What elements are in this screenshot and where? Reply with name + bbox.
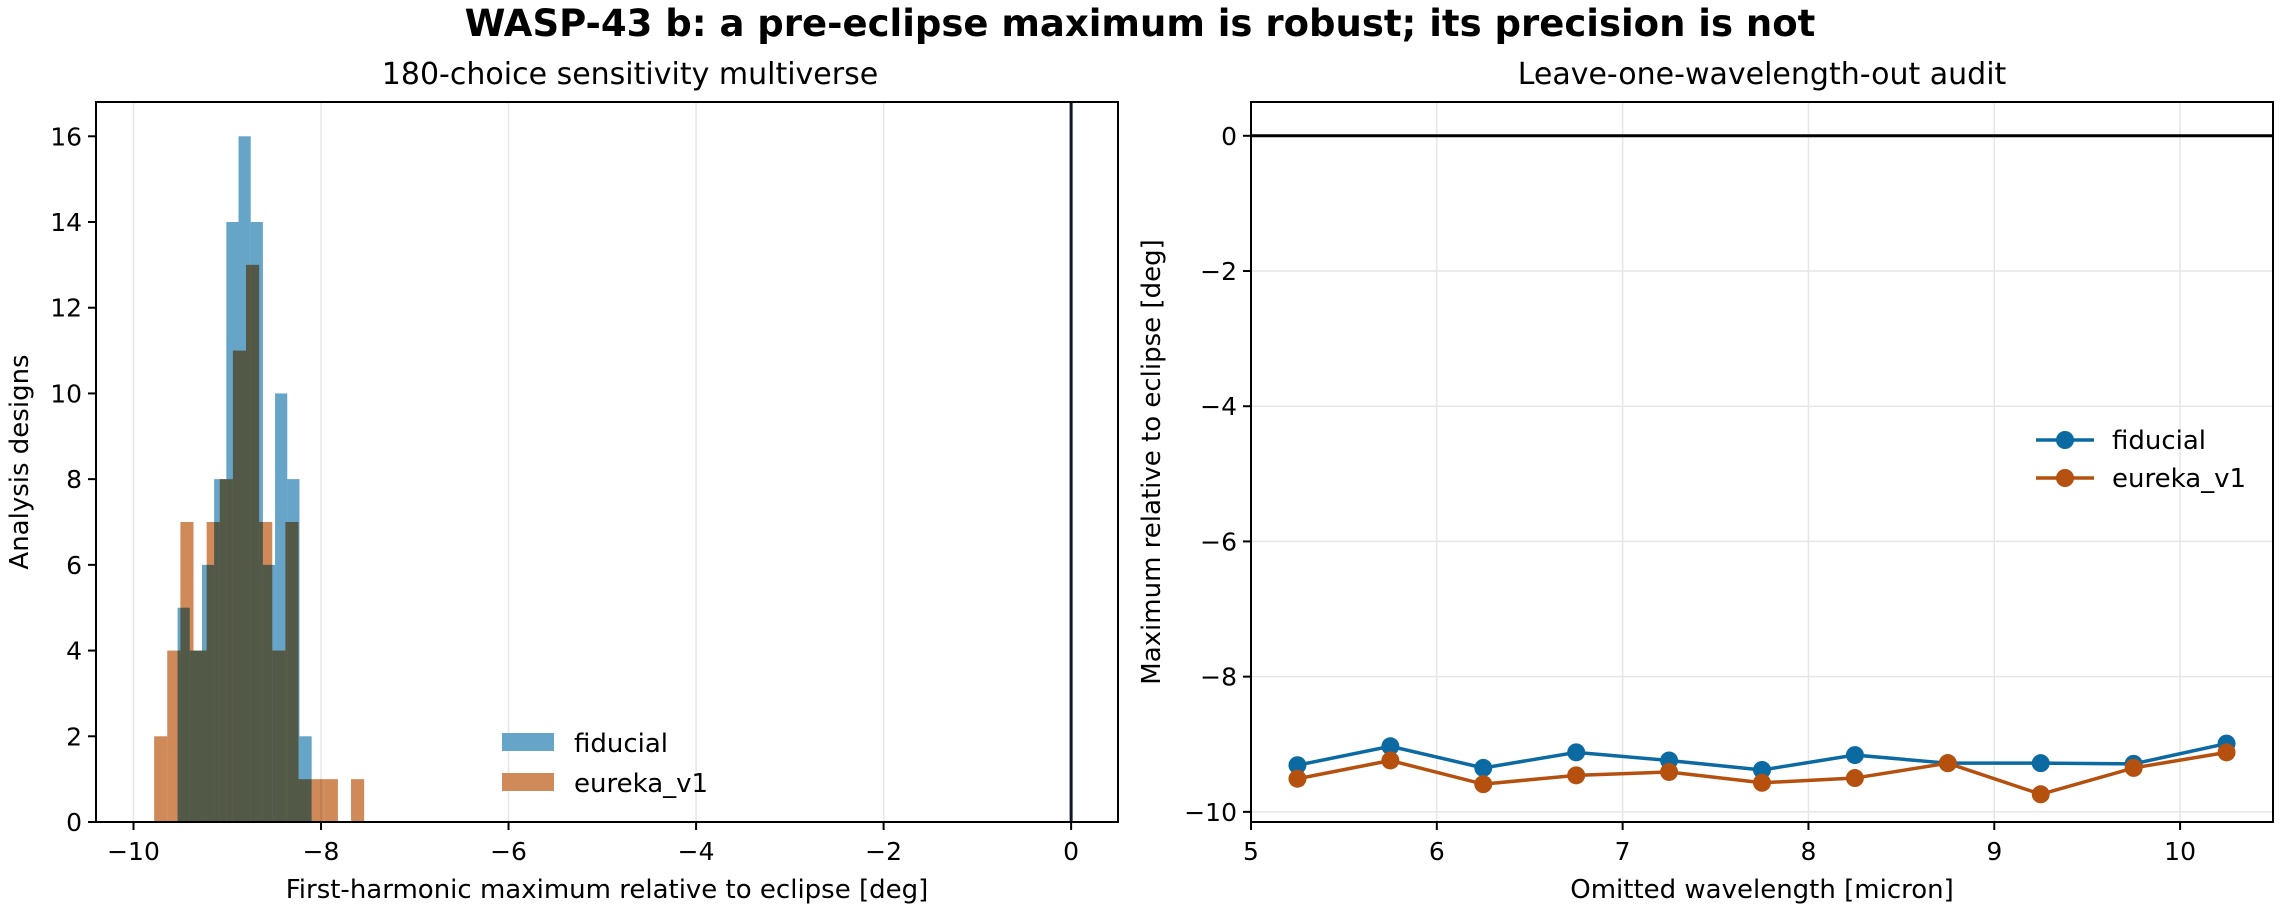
histogram-bar-eureka_v1 bbox=[206, 522, 220, 822]
histogram-x-axis-label: First-harmonic maximum relative to eclip… bbox=[286, 875, 929, 905]
line-chart-series bbox=[1288, 734, 2236, 804]
x-tick-label: 8 bbox=[1801, 837, 1817, 866]
histogram-bar-eureka_v1 bbox=[246, 264, 260, 822]
x-tick-label: 7 bbox=[1615, 837, 1631, 866]
data-point-fiducial bbox=[1381, 737, 1400, 756]
histogram-bar-eureka_v1 bbox=[154, 736, 168, 822]
x-tick-label: 5 bbox=[1243, 837, 1259, 866]
y-tick-label: −8 bbox=[1200, 663, 1237, 692]
y-tick-label: −4 bbox=[1200, 392, 1237, 421]
x-tick-label: 10 bbox=[2164, 837, 2196, 866]
legend-marker-eureka_v1 bbox=[2056, 469, 2074, 487]
x-tick-label: 9 bbox=[1986, 837, 2002, 866]
histogram-bar-eureka_v1 bbox=[351, 779, 365, 822]
histogram-bar-eureka_v1 bbox=[193, 650, 207, 822]
y-tick-label: 2 bbox=[66, 722, 82, 751]
legend-swatch-eureka_v1 bbox=[502, 773, 554, 791]
data-point-eureka_v1 bbox=[1474, 775, 1493, 794]
histogram-axis-ticks: −10 −8 −6 −4 −2 0 0 2 4 6 8 10 12 14 16 bbox=[50, 122, 1079, 866]
histogram-bars bbox=[154, 136, 365, 823]
histogram-panel: 180-choice sensitivity multiverse −10 −8−… bbox=[5, 57, 1119, 905]
legend-label-eureka_v1: eureka_v1 bbox=[2112, 464, 2246, 494]
data-point-eureka_v1 bbox=[1660, 762, 1679, 781]
data-point-fiducial bbox=[2031, 754, 2050, 773]
x-tick-label: 6 bbox=[1429, 837, 1445, 866]
data-point-eureka_v1 bbox=[2217, 743, 2236, 762]
data-point-fiducial bbox=[1753, 760, 1771, 779]
histogram-bar-eureka_v1 bbox=[259, 522, 273, 822]
data-point-eureka_v1 bbox=[1567, 766, 1586, 785]
legend-label-eureka_v1: eureka_v1 bbox=[574, 769, 708, 799]
y-tick-label: 0 bbox=[1221, 122, 1237, 151]
line-chart-axis-ticks: 5 6 7 8 9 10 0 −2 −4 −6 −8 −10 bbox=[1184, 122, 2196, 866]
data-point-fiducial bbox=[1288, 756, 1307, 775]
histogram-bar-eureka_v1 bbox=[311, 779, 325, 822]
histogram-bar-eureka_v1 bbox=[180, 522, 194, 822]
data-point-fiducial bbox=[1474, 758, 1493, 777]
y-tick-label: 0 bbox=[66, 808, 82, 837]
data-point-eureka_v1 bbox=[1845, 769, 1864, 788]
y-tick-label: 6 bbox=[66, 551, 82, 580]
histogram-bar-eureka_v1 bbox=[219, 479, 233, 822]
data-point-eureka_v1 bbox=[1938, 754, 1957, 773]
line-chart-x-axis-label: Omitted wavelength [micron] bbox=[1570, 875, 1954, 905]
legend-marker-fiducial bbox=[2056, 431, 2074, 449]
y-tick-label: −2 bbox=[1200, 257, 1237, 286]
y-tick-label: −10 bbox=[1184, 798, 1237, 827]
y-tick-label: 10 bbox=[50, 379, 82, 408]
x-tick-label: 0 bbox=[1063, 837, 1079, 866]
line-chart-plot-frame bbox=[1250, 101, 2274, 823]
legend-label-fiducial: fiducial bbox=[574, 729, 668, 759]
y-tick-label: 4 bbox=[66, 637, 82, 666]
data-point-eureka_v1 bbox=[1753, 773, 1771, 792]
line-panel: Leave-one-wavelength-out audit 5 6 7 8 9 10 0 −… bbox=[1137, 57, 2274, 905]
data-point-eureka_v1 bbox=[2031, 785, 2050, 804]
data-point-fiducial bbox=[1845, 746, 1864, 765]
histogram-bar-eureka_v1 bbox=[232, 350, 247, 822]
histogram-bar-eureka_v1 bbox=[298, 779, 312, 822]
histogram-plot-frame bbox=[95, 101, 1119, 823]
line-chart-y-axis-label: Maximum relative to eclipse [deg] bbox=[1137, 239, 1167, 684]
series-eureka_v1 bbox=[1288, 743, 2236, 804]
histogram-bar-eureka_v1 bbox=[285, 522, 299, 822]
data-point-eureka_v1 bbox=[2124, 758, 2143, 777]
y-tick-label: 8 bbox=[66, 465, 82, 494]
y-tick-label: 14 bbox=[50, 208, 82, 237]
line-chart-grid bbox=[1250, 102, 2273, 822]
histogram-legend: fiducial eureka_v1 bbox=[502, 729, 708, 799]
x-tick-label: −8 bbox=[303, 837, 340, 866]
y-tick-label: −6 bbox=[1200, 527, 1237, 556]
histogram-bar-eureka_v1 bbox=[272, 650, 286, 822]
data-point-eureka_v1 bbox=[1381, 751, 1400, 770]
y-tick-label: 16 bbox=[50, 122, 82, 151]
y-tick-label: 12 bbox=[50, 294, 82, 323]
line-chart-legend: fiducial eureka_v1 bbox=[2036, 426, 2246, 494]
legend-swatch-fiducial bbox=[502, 733, 554, 751]
figure-suptitle: WASP-43 b: a pre-eclipse maximum is robu… bbox=[465, 2, 1816, 45]
x-tick-label: −6 bbox=[490, 837, 527, 866]
histogram-title: 180-choice sensitivity multiverse bbox=[382, 57, 878, 92]
line-chart-title: Leave-one-wavelength-out audit bbox=[1518, 57, 2007, 92]
x-tick-label: −4 bbox=[678, 837, 715, 866]
histogram-bar-eureka_v1 bbox=[167, 650, 181, 822]
legend-label-fiducial: fiducial bbox=[2112, 426, 2206, 456]
histogram-bar-eureka_v1 bbox=[324, 779, 338, 822]
x-tick-label: −2 bbox=[865, 837, 902, 866]
data-point-fiducial bbox=[1567, 743, 1586, 762]
data-point-eureka_v1 bbox=[1288, 769, 1307, 788]
histogram-y-axis-label: Analysis designs bbox=[5, 354, 35, 569]
x-tick-label: −10 bbox=[107, 837, 160, 866]
